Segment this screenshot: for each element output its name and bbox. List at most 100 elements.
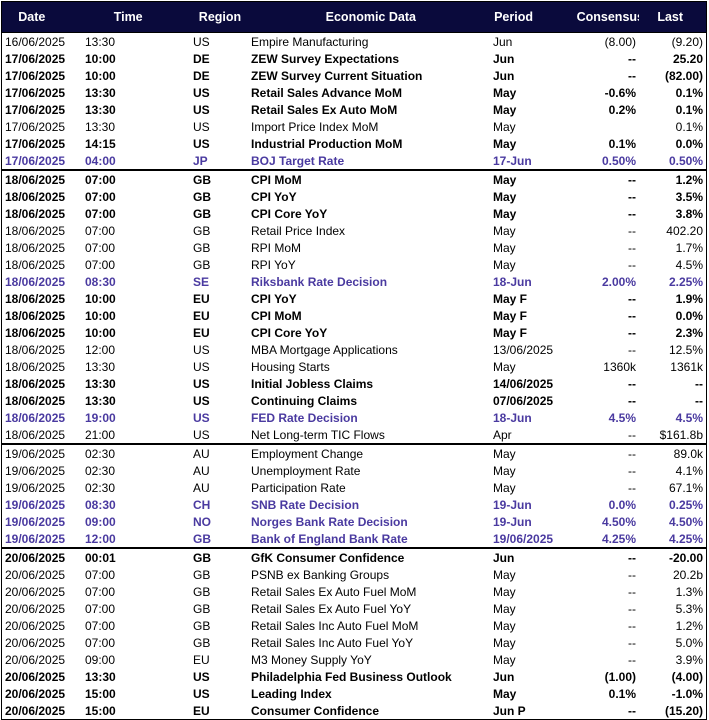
header-date[interactable]: Date [18,10,46,24]
table-row[interactable]: 20/06/2025 00:01 GB GfK Consumer Confidence… [2,547,706,566]
table-row[interactable]: 18/06/2025 08:30 SE Riksbank Rate Decision 1… [2,273,706,290]
table-row[interactable]: 20/06/2025 07:00 GB Retail Sales Inc Auto F… [2,617,706,634]
table-row[interactable]: 18/06/2025 13:30 US Continuing Claims 07/06/… [2,392,706,409]
cell-time: 07:00 [85,567,116,582]
cell-period: May [493,584,516,599]
table-row[interactable]: 20/06/2025 07:00 GB PSNB ex Banking Groups M… [2,566,706,583]
cell-date: 18/06/2025 [5,393,66,408]
cell-date: 18/06/2025 [5,240,66,255]
cell-region: US [193,410,210,425]
table-row[interactable]: 20/06/2025 09:00 EU M3 Money Supply YoY May -… [2,651,706,668]
cell-date: 18/06/2025 [5,308,66,323]
cell-date: 19/06/2025 [5,480,66,495]
cell-last: 25.20 [672,51,703,66]
cell-time: 00:01 [85,550,116,565]
table-row[interactable]: 18/06/2025 07:00 GB CPI Core YoY May -- 3.8% [2,205,706,222]
table-row[interactable]: 17/06/2025 13:30 US Retail Sales Advance Mo… [2,84,706,101]
table-row[interactable]: 18/06/2025 13:30 US Initial Jobless Claims 1… [2,375,706,392]
cell-region: EU [193,325,210,340]
table-row[interactable]: 19/06/2025 08:30 CH SNB Rate Decision 19-Jun… [2,496,706,513]
cell-period: May [493,359,516,374]
cell-period: Jun [493,51,515,66]
cell-period: May [493,635,516,650]
table-row[interactable]: 16/06/2025 13:30 US Empire Manufacturing Jun… [2,33,706,50]
cell-time: 07:00 [85,584,116,599]
table-row[interactable]: 17/06/2025 13:30 US Retail Sales Ex Auto Mo… [2,101,706,118]
table-row[interactable]: 19/06/2025 02:30 AU Employment Change May -- 8… [2,443,706,462]
cell-economic-data: Participation Rate [251,480,346,495]
table-row[interactable]: 18/06/2025 10:00 EU CPI Core YoY May F -- 2.3% [2,324,706,341]
cell-consensus: (8.00) [604,34,636,49]
table-row[interactable]: 18/06/2025 07:00 GB CPI MoM May -- 1.2% [2,169,706,188]
header-last[interactable]: Last [657,10,684,24]
table-row[interactable]: 18/06/2025 12:00 US MBA Mortgage Applicatio… [2,341,706,358]
cell-consensus: -- [628,393,636,408]
table-row[interactable]: 18/06/2025 07:00 GB RPI MoM May -- 1.7% [2,239,706,256]
table-row[interactable]: 18/06/2025 10:00 EU CPI MoM May F -- 0.0% [2,307,706,324]
cell-region: US [193,119,210,134]
cell-region: US [193,686,210,701]
table-row[interactable]: 17/06/2025 13:30 US Import Price Index MoM M… [2,118,706,135]
cell-economic-data: Norges Bank Rate Decision [251,514,408,529]
table-row[interactable]: 20/06/2025 15:00 US Leading Index May 0.1% -1.… [2,685,706,702]
cell-time: 12:00 [85,342,116,357]
cell-time: 13:30 [85,34,116,49]
cell-period: May [493,206,517,221]
cell-economic-data: PSNB ex Banking Groups [251,567,390,582]
cell-last: 3.9% [675,652,703,667]
cell-last: 0.1% [675,119,703,134]
cell-period: May [493,686,517,701]
table-row[interactable]: 18/06/2025 10:00 EU CPI YoY May F -- 1.9% [2,290,706,307]
table-row[interactable]: 19/06/2025 09:00 NO Norges Bank Rate Decisi… [2,513,706,530]
table-row[interactable]: 20/06/2025 13:30 US Philadelphia Fed Busine… [2,668,706,685]
table-row[interactable]: 18/06/2025 19:00 US FED Rate Decision 18-Jun… [2,409,706,426]
cell-region: GB [193,257,211,272]
table-row[interactable]: 17/06/2025 10:00 DE ZEW Survey Expectations… [2,50,706,67]
cell-date: 18/06/2025 [5,223,66,238]
cell-date: 20/06/2025 [5,618,66,633]
table-row[interactable]: 17/06/2025 10:00 DE ZEW Survey Current Situ… [2,67,706,84]
cell-consensus: 0.50% [601,153,636,168]
cell-date: 20/06/2025 [5,703,66,718]
cell-region: DE [193,51,210,66]
cell-time: 07:00 [85,257,116,272]
cell-period: May [493,172,517,187]
table-row[interactable]: 17/06/2025 14:15 US Industrial Production M… [2,135,706,152]
cell-date: 17/06/2025 [5,85,66,100]
table-row[interactable]: 20/06/2025 07:00 GB Retail Sales Ex Auto Fu… [2,600,706,617]
cell-last: 2.3% [675,325,703,340]
table-row[interactable]: 18/06/2025 07:00 GB RPI YoY May -- 4.5% [2,256,706,273]
table-row[interactable]: 19/06/2025 02:30 AU Unemployment Rate May -- 4… [2,462,706,479]
cell-last: 20.2b [672,567,703,582]
cell-period: 18-Jun [493,274,532,289]
table-row[interactable]: 19/06/2025 02:30 AU Participation Rate May --… [2,479,706,496]
table-row[interactable]: 18/06/2025 07:00 GB CPI YoY May -- 3.5% [2,188,706,205]
table-row[interactable]: 19/06/2025 12:00 GB Bank of England Bank Ra… [2,530,706,547]
table-row[interactable]: 18/06/2025 13:30 US Housing Starts May 1360k 1… [2,358,706,375]
table-row[interactable]: 20/06/2025 07:00 GB Retail Sales Ex Auto Fu… [2,583,706,600]
table-row[interactable]: 20/06/2025 15:00 EU Consumer Confidence Jun … [2,702,706,719]
cell-time: 02:30 [85,480,116,495]
cell-economic-data: Philadelphia Fed Business Outlook [251,669,452,684]
table-row[interactable]: 20/06/2025 07:00 GB Retail Sales Inc Auto F… [2,634,706,651]
header-region[interactable]: Region [198,10,242,24]
cell-region: EU [193,703,210,718]
cell-region: GB [193,550,211,565]
header-economic-data[interactable]: Economic Data [325,10,416,24]
header-consensus[interactable]: Consensus [576,10,640,24]
cell-period: May F [493,291,528,306]
table-row[interactable]: 18/06/2025 07:00 GB Retail Price Index May --… [2,222,706,239]
cell-period: May [493,223,516,238]
cell-time: 07:00 [85,189,116,204]
cell-region: GB [193,618,211,633]
header-period[interactable]: Period [494,10,533,24]
cell-date: 18/06/2025 [5,291,66,306]
cell-consensus: -- [628,291,636,306]
table-row[interactable]: 17/06/2025 04:00 JP BOJ Target Rate 17-Jun 0.… [2,152,706,169]
table-body: 16/06/2025 13:30 US Empire Manufacturing Jun… [2,33,706,719]
table-row[interactable]: 18/06/2025 21:00 US Net Long-term TIC Flows… [2,426,706,443]
header-time[interactable]: Time [113,10,143,24]
cell-date: 19/06/2025 [5,446,66,461]
cell-economic-data: CPI Core YoY [251,206,328,221]
cell-economic-data: Retail Sales Ex Auto MoM [251,102,398,117]
